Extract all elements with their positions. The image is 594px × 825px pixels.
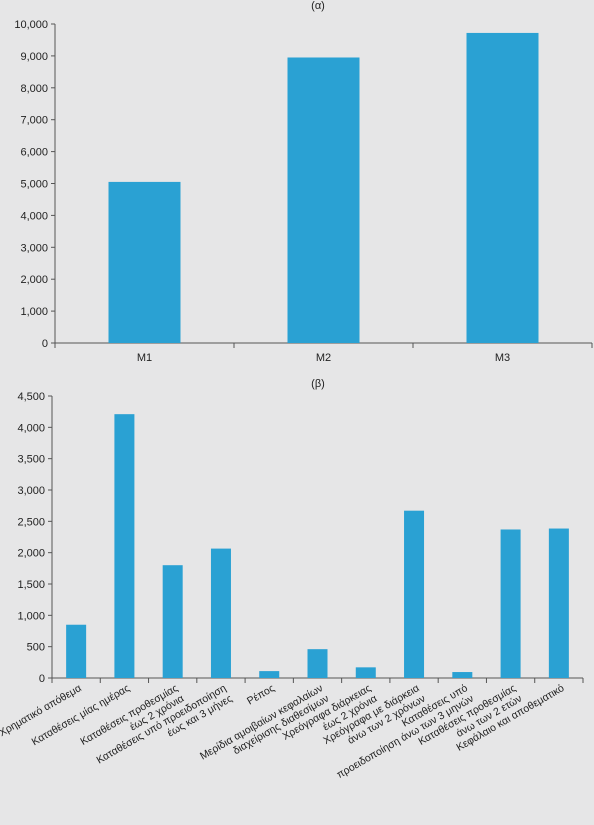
chart-b-y-tick-label: 3,000 [17,485,45,497]
chart-b-bar [66,624,87,678]
chart-b-y-tick-label: 500 [27,642,45,654]
chart-a-x-tick-label: M1 [137,352,152,364]
chart-b-bar [307,649,328,678]
chart-a-y-tick-label: 5,000 [20,179,48,191]
chart-b-y-tick-label: 0 [39,673,45,685]
chart-a-y-tick-label: 0 [42,338,48,350]
chart-b-bar [548,528,569,678]
chart-b-y-tick-label: 1,500 [17,579,45,591]
chart-a-title: (α) [311,0,325,12]
chart-b-x-tick-label: Ρέπος [245,682,277,707]
chart-b-y-tick-label: 3,500 [17,454,45,466]
chart-a-y-tick-label: 1,000 [20,306,48,318]
chart-b-bar [114,414,135,678]
chart-b-bar [452,672,473,678]
chart-a-x-tick-label: M3 [495,352,510,364]
chart-a-y-tick-label: 9,000 [20,51,48,63]
chart-a-bar [108,181,181,343]
chart-a-y-tick-label: 2,000 [20,274,48,286]
chart-a: (α) 0 1,000 2,000 3,000 4,000 5,000 6,000 7,000… [14,0,593,364]
chart-b-y-tick-label: 2,500 [17,516,45,528]
chart-b-x-tick-label-line: Ρέπος [245,682,277,707]
chart-b: (β) 0 500 1,000 1,500 2,000 2,500 3,000 3,500 4,… [0,378,584,781]
chart-b-bar [404,510,425,678]
chart-a-y-tick-label: 7,000 [20,115,48,127]
chart-a-bar [466,32,539,343]
chart-a-bar [287,57,360,344]
chart-b-title: (β) [311,378,325,390]
chart-a-y-tick-label: 3,000 [20,242,48,254]
chart-a-x-tick-label: M2 [316,352,331,364]
chart-b-y-tick-label: 4,500 [17,391,45,403]
chart-b-y-tick-label: 2,000 [17,548,45,560]
chart-b-bar [259,671,280,678]
chart-a-y-tick-label: 4,000 [20,210,48,222]
chart-a-y-tick-label: 6,000 [20,147,48,159]
chart-b-y-tick-label: 4,000 [17,422,45,434]
chart-b-bar [210,548,231,678]
chart-b-bar [355,667,376,678]
chart-a-y-tick-label: 10,000 [14,19,48,31]
chart-b-bar [162,565,183,678]
chart-b-y-tick-label: 1,000 [17,610,45,622]
chart-a-y-tick-label: 8,000 [20,83,48,95]
chart-b-bar [500,529,521,678]
